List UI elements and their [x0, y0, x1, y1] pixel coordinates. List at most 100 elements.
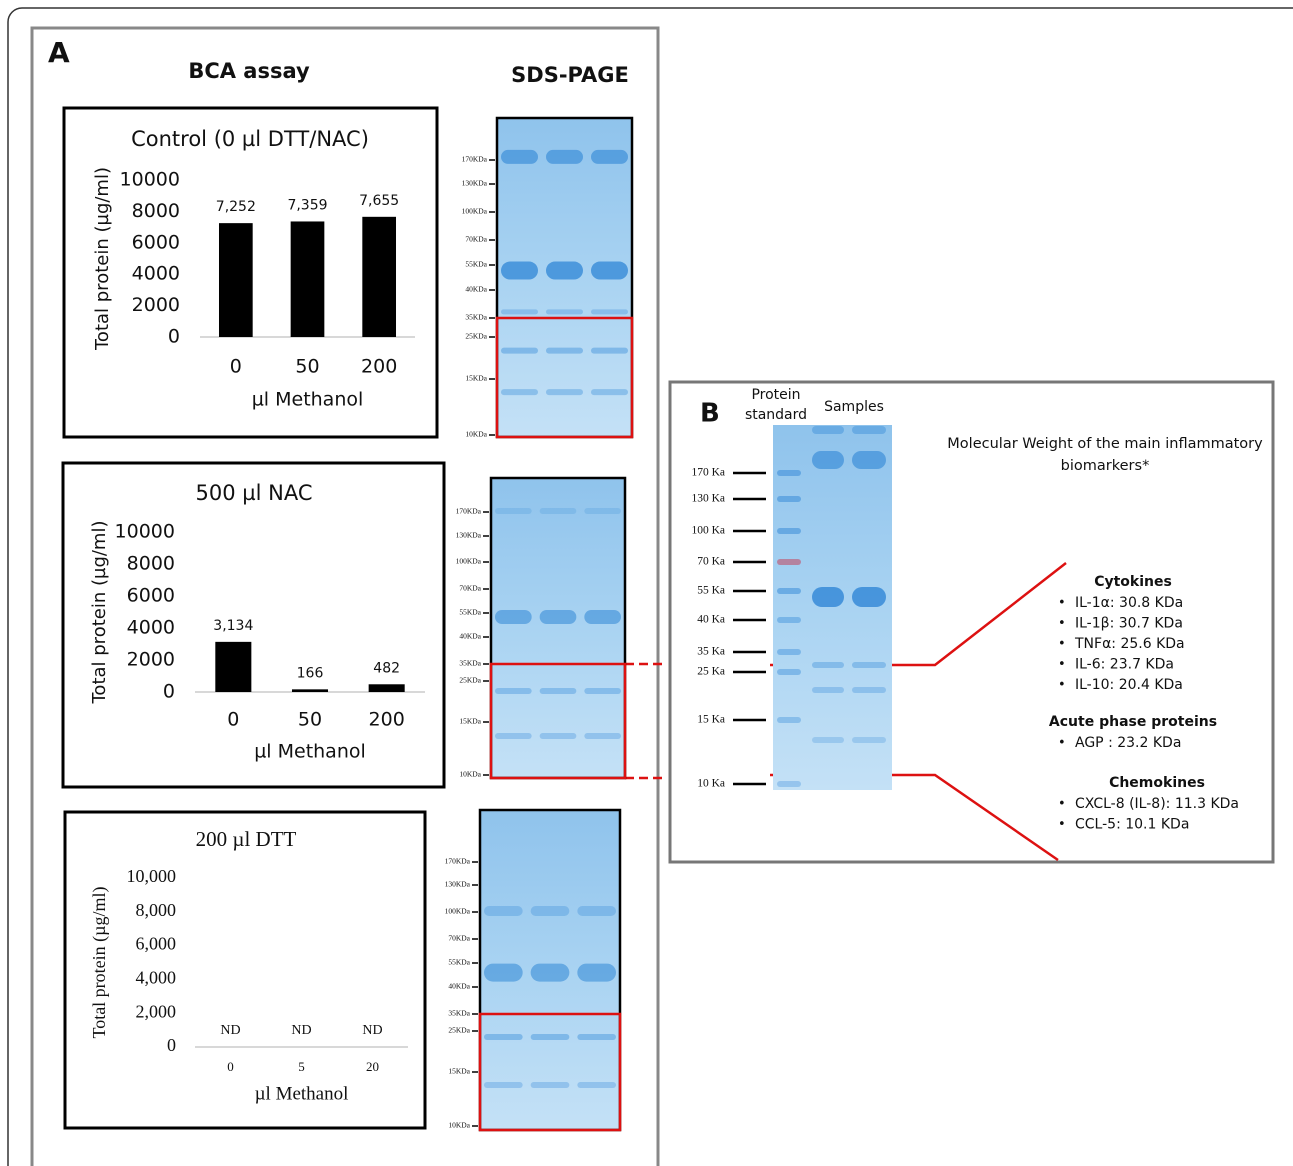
lane-label: Samples: [824, 399, 884, 415]
marker-label: 100KDa: [462, 207, 488, 216]
marker-label: 35 Ka: [697, 646, 725, 658]
ladder-band: [777, 496, 801, 502]
biomarker-item: TNFα: 25.6 KDa: [1074, 636, 1185, 652]
x-tick-label: 200: [361, 356, 397, 378]
ladder-band: [777, 559, 801, 565]
gel-band: [584, 733, 621, 739]
marker-label: 55KDa: [465, 260, 487, 269]
marker-label: 10KDa: [459, 770, 481, 779]
y-tick-label: 2000: [132, 294, 180, 316]
gel-band: [546, 262, 583, 280]
marker-label: 170KDa: [462, 155, 488, 164]
bullet: •: [1058, 678, 1066, 693]
marker-label: 130 Ka: [691, 493, 725, 505]
biomarker-item: CCL-5: 10.1 KDa: [1075, 817, 1189, 833]
y-tick-label: 4,000: [136, 968, 177, 988]
marker-label: 15KDa: [448, 1067, 470, 1076]
marker-label: 55KDa: [459, 608, 481, 617]
marker-label: 15KDa: [459, 717, 481, 726]
x-tick-label: 50: [298, 709, 322, 731]
marker-label: 40KDa: [459, 632, 481, 641]
gel-band: [584, 688, 621, 694]
ladder-band: [777, 781, 801, 787]
ladder-band: [777, 717, 801, 723]
bar: [291, 221, 325, 337]
marker-label: 40KDa: [448, 982, 470, 991]
marker-label: 170KDa: [445, 857, 471, 866]
y-axis-title: Total protein (µg/ml): [89, 886, 110, 1038]
figure: A BCA assay SDS-PAGE B Protein standard …: [0, 0, 1293, 1166]
y-tick-label: 2000: [127, 649, 175, 671]
gel-band: [591, 348, 628, 354]
gel-band: [584, 610, 621, 624]
y-tick-label: 10,000: [127, 866, 177, 886]
y-tick-label: 10000: [120, 169, 180, 191]
gel-band: [546, 309, 583, 314]
ladder-band: [777, 649, 801, 655]
gel-band: [531, 906, 570, 916]
gel-band: [501, 389, 538, 395]
figure-canvas: A BCA assay SDS-PAGE B Protein standard …: [0, 0, 1293, 1166]
data-label: 7,655: [359, 193, 399, 209]
marker-label: 25KDa: [448, 1026, 470, 1035]
marker-label: 70 Ka: [697, 556, 725, 568]
marker-label: 170KDa: [456, 507, 482, 516]
gel-band: [852, 687, 886, 693]
marker-label: 170 Ka: [691, 467, 725, 479]
ladder-band: [777, 588, 801, 594]
gel-band: [852, 737, 886, 743]
section-title: SDS-PAGE: [511, 63, 629, 87]
biomarker-item: IL-1β: 30.7 KDa: [1075, 616, 1183, 632]
y-tick-label: 6000: [132, 231, 180, 253]
marker-label: 40KDa: [465, 285, 487, 294]
y-tick-label: 8000: [127, 553, 175, 575]
data-label: 166: [297, 665, 324, 681]
y-tick-label: 6000: [127, 585, 175, 607]
x-axis-title: µl Methanol: [254, 741, 366, 763]
lane-label: Protein: [751, 387, 800, 403]
y-tick-label: 4000: [132, 263, 180, 285]
y-tick-label: 10000: [115, 521, 175, 543]
marker-label: 25KDa: [459, 676, 481, 685]
gel-band: [812, 687, 844, 693]
gel-band: [540, 688, 577, 694]
bar: [219, 223, 253, 337]
gel-band: [501, 262, 538, 280]
bullet: •: [1058, 817, 1066, 832]
ladder-band: [777, 470, 801, 476]
marker-label: 10 Ka: [697, 778, 725, 790]
marker-label: 35KDa: [448, 1009, 470, 1018]
gel-band: [546, 389, 583, 395]
biomarker-item: CXCL-8 (IL-8): 11.3 KDa: [1075, 796, 1239, 812]
gel-band: [540, 508, 577, 514]
gel-band: [852, 426, 886, 434]
gel-band: [812, 662, 844, 668]
marker-label: 10KDa: [465, 430, 487, 439]
bar: [292, 689, 328, 692]
chart-frame: [63, 463, 444, 787]
marker-label: 70KDa: [465, 235, 487, 244]
gel-band: [540, 610, 577, 624]
y-tick-label: 0: [167, 1035, 176, 1055]
biomarker-item: IL-6: 23.7 KDa: [1075, 657, 1174, 673]
marker-label: 100KDa: [456, 557, 482, 566]
y-tick-label: 0: [168, 326, 180, 348]
gel-band: [495, 610, 532, 624]
bullet: •: [1058, 736, 1066, 751]
marker-label: 25KDa: [465, 332, 487, 341]
bullet: •: [1058, 797, 1066, 812]
biomarker-item: IL-1α: 30.8 KDa: [1075, 595, 1183, 611]
gel-band: [577, 1034, 616, 1040]
bar: [362, 217, 396, 337]
x-axis-title: µl Methanol: [252, 389, 364, 411]
chart-title: 200 µl DTT: [196, 827, 297, 851]
lane-label: standard: [745, 407, 807, 423]
marker-label: 70KDa: [448, 934, 470, 943]
data-label: ND: [362, 1023, 382, 1038]
gel-band: [495, 508, 532, 514]
ladder-band: [777, 669, 801, 675]
y-tick-label: 4000: [127, 617, 175, 639]
x-tick-label: 0: [227, 709, 239, 731]
marker-label: 55 Ka: [697, 585, 725, 597]
gel-band: [484, 906, 523, 916]
